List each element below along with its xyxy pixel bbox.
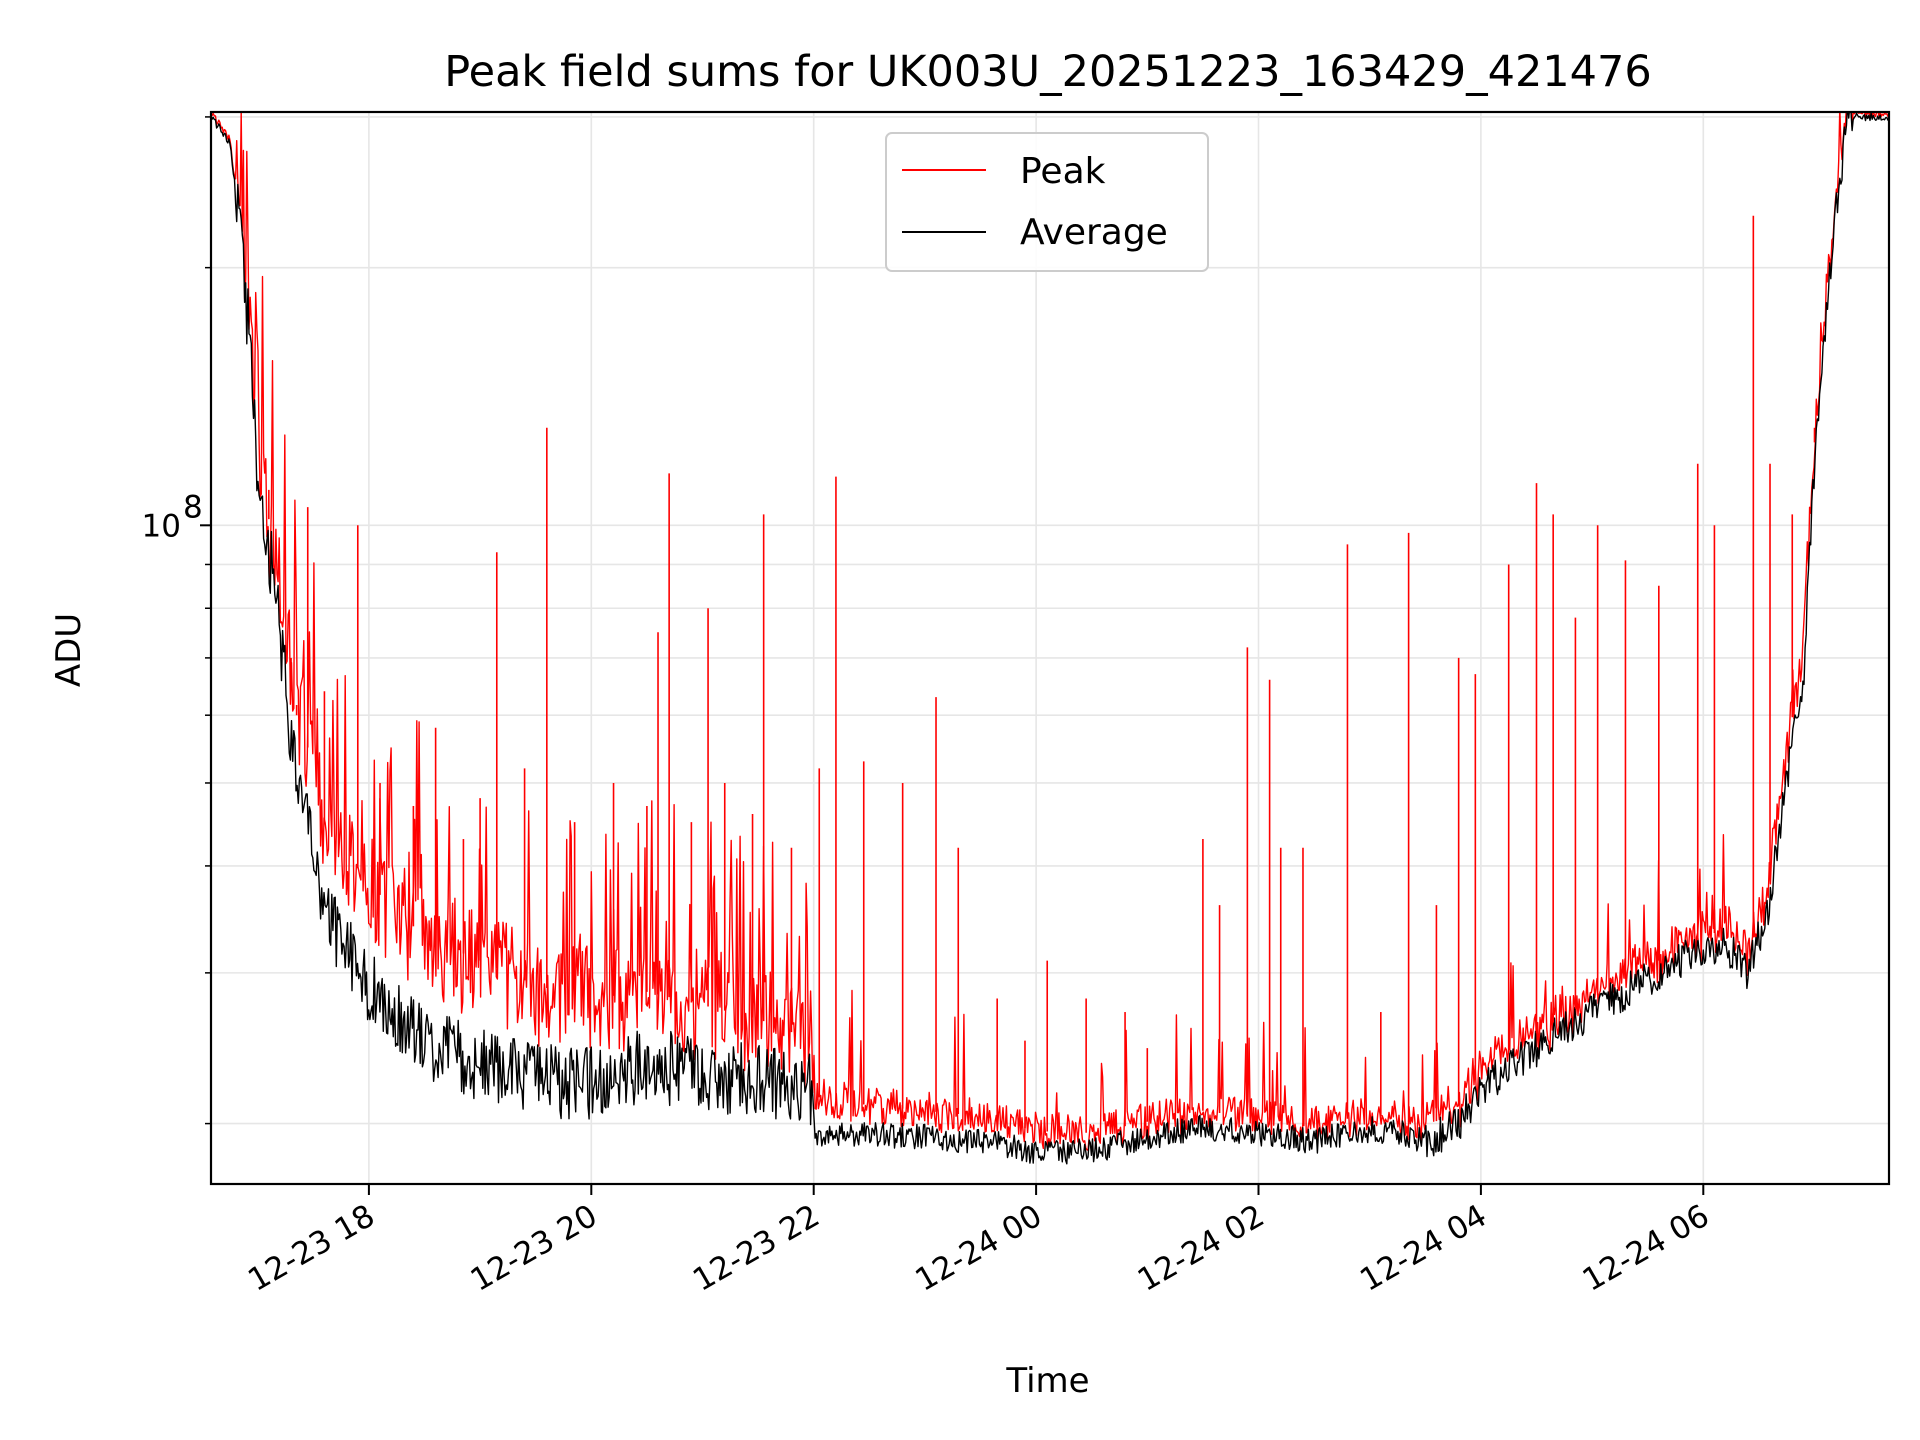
plot-area bbox=[211, 112, 1889, 1165]
y-axis-label: ADU bbox=[49, 613, 89, 687]
average-series-line bbox=[211, 112, 1889, 1165]
legend-average-label: Average bbox=[1020, 212, 1168, 253]
series-group bbox=[211, 112, 1889, 1165]
y-tick-exponent-0: 8 bbox=[183, 489, 203, 525]
x-axis-label: Time bbox=[1005, 1361, 1089, 1401]
chart-title: Peak field sums for UK003U_20251223_1634… bbox=[444, 47, 1652, 97]
axes-frame bbox=[209, 110, 1891, 1186]
legend: Peak Average bbox=[885, 132, 1209, 272]
legend-peak-label: Peak bbox=[1020, 151, 1106, 192]
legend-box bbox=[885, 132, 1209, 272]
y-tick-label-0: 10 bbox=[142, 508, 181, 544]
